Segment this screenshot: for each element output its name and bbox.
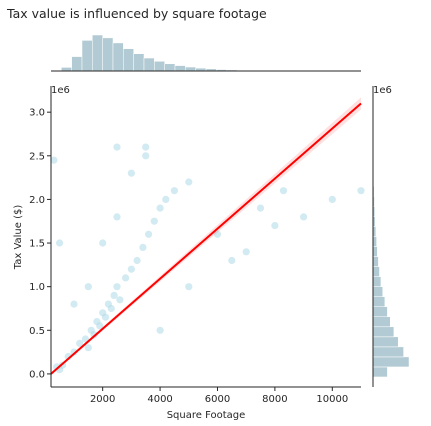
marginal-y-bar: [372, 356, 410, 368]
marginal-y-bar: [372, 256, 379, 267]
marginal-x-bar: [71, 56, 83, 72]
marginal-y-bar: [372, 296, 386, 307]
marginal-x-bar: [174, 65, 186, 72]
marginal-x-bar: [123, 48, 134, 72]
marginal-x-bar: [81, 40, 93, 72]
x-tick-label: 6000: [205, 394, 230, 405]
scatter-point: [213, 230, 222, 238]
x-axis-label: Square Footage: [167, 410, 246, 421]
y-tick-label: 2.0: [29, 195, 45, 206]
scatter-point: [357, 187, 365, 195]
scatter-point: [139, 243, 147, 251]
scatter-point: [50, 156, 58, 164]
scatter-point: [279, 187, 288, 195]
scatter-point: [110, 291, 118, 299]
marginal-x-bar: [102, 37, 114, 72]
scatter-point: [122, 274, 130, 282]
scatter-point: [56, 239, 64, 247]
chart-title: Tax value is influenced by square footag…: [6, 6, 267, 21]
x-tick-label: 2000: [90, 394, 115, 405]
scatter-point: [84, 344, 92, 352]
scatter-point: [53, 363, 61, 371]
scatter-point: [145, 230, 153, 238]
marginal-y-bar: [372, 236, 377, 247]
scatter-point: [113, 283, 121, 291]
scatter-point: [142, 143, 150, 151]
marginal-y-bar: [372, 326, 395, 338]
marginal-x-bar: [92, 34, 103, 72]
marginal-y-bar: [372, 346, 404, 358]
regression-line: [50, 102, 362, 375]
scatter-point: [96, 322, 104, 330]
marginal-x-histogram: [50, 34, 361, 72]
scatter-point: [185, 283, 193, 291]
y-tick-label: 3.0: [29, 108, 45, 119]
marginal-y-bar: [372, 316, 391, 328]
scatter-point: [242, 248, 250, 256]
scatter-point: [156, 204, 164, 212]
scatter-point: [300, 213, 308, 221]
x-tick-label: 10000: [316, 394, 348, 405]
x-tick-label: 4000: [147, 394, 172, 405]
marginal-y-bar: [372, 366, 388, 378]
scatter-point: [162, 195, 170, 203]
marginal-y-offset-label: 1e6: [373, 85, 392, 96]
scatter-point: [99, 239, 107, 247]
scatter-point: [271, 222, 279, 230]
marginal-x-bar: [61, 67, 72, 72]
scatter-point: [70, 348, 78, 356]
scatter-point: [170, 187, 178, 195]
marginal-y-bar: [372, 246, 378, 257]
x-tick-label: 8000: [262, 394, 287, 405]
y-tick-label: 1.0: [29, 282, 45, 293]
scatter-point: [127, 265, 135, 273]
y-offset-label: 1e6: [51, 85, 70, 96]
scatter-point: [76, 339, 84, 347]
marginal-x-bar: [154, 61, 165, 72]
y-tick-label: 2.5: [29, 151, 45, 162]
scatter-point: [228, 256, 236, 265]
marginal-y-bar: [372, 306, 388, 318]
scatter-point: [116, 296, 124, 304]
y-tick-label: 0.0: [29, 369, 45, 380]
scatter-point: [70, 300, 78, 308]
marginal-x-bar: [185, 66, 196, 72]
scatter-point: [84, 283, 92, 291]
marginal-x-bar: [112, 42, 124, 72]
scatter-point: [113, 213, 121, 221]
y-axis-label: Tax Value ($): [13, 205, 24, 271]
scatter-point: [156, 326, 164, 334]
marginal-y-bar: [372, 336, 399, 348]
main-plot: 2000 4000 6000 8000 10000 0.0 0.5 1.0 1.5 2.0 2.5…: [13, 85, 365, 421]
y-tick-label: 1.5: [29, 239, 45, 250]
scatter-point: [142, 152, 150, 160]
scatter-point: [90, 331, 98, 339]
scatter-point: [81, 335, 89, 343]
marginal-y-bar: [372, 286, 383, 297]
scatter-point: [150, 217, 158, 225]
scatter-point: [113, 143, 121, 151]
scatter-point: [133, 256, 141, 265]
scatter-point: [185, 178, 193, 186]
scatter-point: [127, 169, 135, 177]
marginal-y-bar: [372, 276, 382, 287]
marginal-y-histogram: 1e6: [372, 85, 410, 387]
scatter-point: [256, 204, 265, 212]
y-tick-label: 0.5: [29, 326, 45, 337]
scatter-point: [328, 195, 336, 203]
marginal-x-bar: [164, 63, 176, 72]
marginal-y-bar: [372, 266, 380, 277]
marginal-x-bar: [143, 57, 155, 72]
scatter-point: [101, 313, 110, 321]
scatter-point: [107, 304, 115, 313]
marginal-x-bar: [133, 53, 145, 72]
